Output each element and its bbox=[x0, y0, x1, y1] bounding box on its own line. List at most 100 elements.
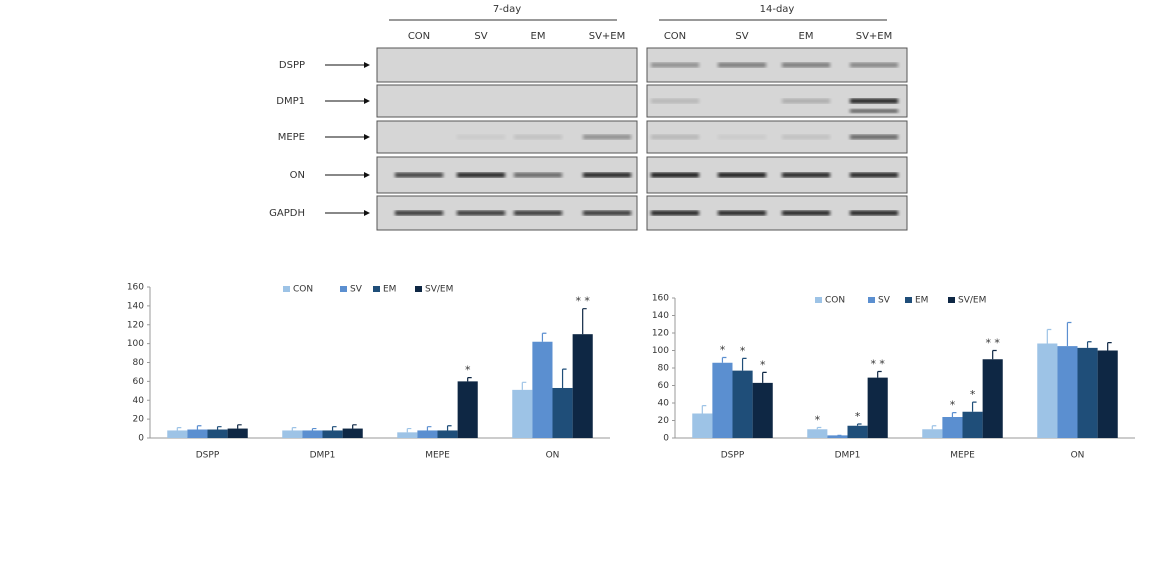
group-title: 7-day bbox=[493, 4, 521, 15]
bar bbox=[1097, 350, 1118, 438]
significance-mark: * * bbox=[985, 337, 1000, 350]
gel-band bbox=[782, 98, 830, 104]
error-bar bbox=[541, 332, 547, 342]
legend-swatch bbox=[340, 286, 347, 292]
gel-band bbox=[514, 172, 562, 178]
lane-label: SV bbox=[474, 31, 487, 42]
bar bbox=[847, 425, 868, 438]
error-bar bbox=[237, 424, 242, 429]
bar bbox=[397, 432, 418, 438]
error-bar bbox=[406, 427, 412, 433]
gel-band bbox=[850, 62, 898, 68]
gel-band bbox=[850, 109, 898, 113]
error-bar bbox=[216, 426, 222, 430]
gel-band bbox=[457, 172, 505, 178]
gel-band bbox=[514, 134, 562, 140]
bar bbox=[752, 382, 773, 438]
y-tick-label: 20 bbox=[133, 415, 145, 425]
lane-label: EM bbox=[799, 31, 814, 42]
gel-band bbox=[651, 134, 699, 140]
bar bbox=[942, 417, 963, 438]
lane-label: SV+EM bbox=[589, 31, 626, 42]
gel-band bbox=[850, 98, 898, 104]
x-tick-label: MEPE bbox=[950, 451, 975, 461]
legend-swatch bbox=[373, 286, 380, 292]
significance-mark: * bbox=[815, 414, 821, 427]
y-tick-label: 140 bbox=[127, 301, 144, 311]
row-label: GAPDH bbox=[269, 208, 305, 219]
legend-label: EM bbox=[915, 296, 928, 306]
y-tick-label: 160 bbox=[127, 283, 144, 293]
error-bar bbox=[426, 426, 432, 431]
legend-label: CON bbox=[825, 296, 845, 306]
legend-label: SV bbox=[350, 285, 363, 295]
y-tick-label: 60 bbox=[133, 377, 145, 387]
bar bbox=[867, 377, 888, 438]
significance-mark: * bbox=[950, 399, 956, 412]
row-label: DSPP bbox=[279, 60, 305, 71]
bar bbox=[807, 429, 828, 438]
bar bbox=[1037, 343, 1058, 438]
arrow-head bbox=[364, 172, 370, 178]
bar bbox=[322, 430, 343, 438]
bar bbox=[342, 428, 363, 438]
gel-band bbox=[850, 134, 898, 140]
bar bbox=[282, 430, 303, 438]
x-tick-label: DMP1 bbox=[835, 451, 861, 461]
error-bar bbox=[992, 349, 997, 360]
bar bbox=[207, 429, 228, 438]
bar bbox=[167, 430, 188, 438]
gel-band bbox=[651, 62, 699, 68]
bar bbox=[187, 429, 208, 438]
error-bar bbox=[1046, 328, 1052, 344]
y-tick-label: 120 bbox=[652, 329, 669, 339]
legend-label: SV/EM bbox=[958, 296, 986, 306]
bar bbox=[1077, 347, 1098, 438]
y-tick-label: 80 bbox=[133, 358, 145, 368]
bar bbox=[712, 362, 733, 438]
significance-mark: * * bbox=[575, 295, 590, 308]
error-bar bbox=[816, 426, 822, 430]
gel-band bbox=[514, 210, 562, 216]
error-bar bbox=[1066, 321, 1072, 347]
error-bar bbox=[856, 423, 862, 426]
row-label: DMP1 bbox=[276, 96, 305, 107]
error-bar bbox=[352, 424, 357, 429]
legend-label: SV bbox=[878, 296, 891, 306]
gel-band bbox=[718, 62, 766, 68]
bar bbox=[552, 387, 573, 438]
bar bbox=[692, 413, 713, 438]
arrow-head bbox=[364, 210, 370, 216]
legend-label: SV/EM bbox=[425, 285, 453, 295]
bar bbox=[732, 370, 753, 438]
arrow-head bbox=[364, 134, 370, 140]
error-bar bbox=[1086, 341, 1092, 348]
significance-mark: * bbox=[855, 410, 861, 423]
error-bar bbox=[521, 381, 527, 390]
y-tick-label: 140 bbox=[652, 311, 669, 321]
bar bbox=[827, 435, 848, 438]
legend-swatch bbox=[948, 297, 955, 303]
bar bbox=[1057, 346, 1078, 438]
error-bar bbox=[721, 356, 727, 363]
error-bar bbox=[467, 377, 472, 382]
y-tick-label: 60 bbox=[658, 381, 670, 391]
y-tick-label: 100 bbox=[652, 346, 669, 356]
error-bar bbox=[931, 425, 937, 430]
gel-band bbox=[782, 210, 830, 216]
gel-band bbox=[718, 210, 766, 216]
bar bbox=[457, 381, 478, 438]
legend-swatch bbox=[815, 297, 822, 303]
legend-swatch bbox=[868, 297, 875, 303]
error-bar bbox=[762, 371, 767, 383]
y-tick-label: 120 bbox=[127, 320, 144, 330]
bar bbox=[532, 341, 553, 438]
x-tick-label: DSPP bbox=[721, 451, 745, 461]
legend-swatch bbox=[283, 286, 290, 292]
bar bbox=[572, 334, 593, 438]
gel-band bbox=[583, 210, 631, 216]
gel-band bbox=[651, 172, 699, 178]
significance-mark: * bbox=[760, 358, 766, 371]
bar bbox=[512, 389, 533, 438]
